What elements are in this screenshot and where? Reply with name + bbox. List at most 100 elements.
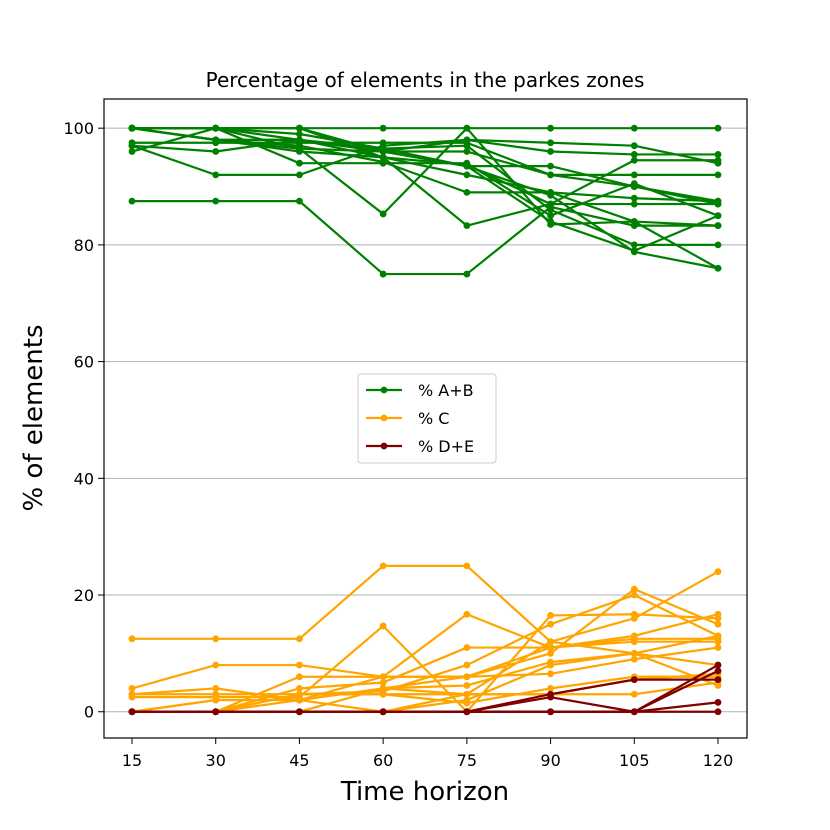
data-point <box>714 241 722 249</box>
data-point <box>630 708 638 716</box>
data-point <box>630 610 638 618</box>
data-point <box>547 162 554 170</box>
data-point <box>296 145 303 153</box>
data-point <box>463 188 471 196</box>
data-point <box>463 699 471 707</box>
data-point <box>296 635 303 643</box>
y-tick-label: 0 <box>84 703 94 722</box>
data-point <box>463 142 471 150</box>
data-point <box>547 200 554 208</box>
data-point <box>547 708 554 716</box>
data-point <box>296 661 303 669</box>
data-point <box>630 690 638 698</box>
series-34 <box>128 667 722 716</box>
data-point <box>547 148 554 155</box>
legend-label: % D+E <box>418 437 474 456</box>
series-line <box>131 138 718 176</box>
legend-label: % C <box>418 409 449 428</box>
series-line <box>132 127 718 206</box>
data-point <box>547 649 554 657</box>
data-point <box>463 270 471 278</box>
series-line <box>131 646 719 713</box>
data-point <box>630 194 638 202</box>
data-point <box>547 171 554 179</box>
data-point <box>630 124 638 132</box>
x-tick-label: 105 <box>619 751 650 770</box>
data-point <box>463 708 471 716</box>
data-point <box>714 661 722 669</box>
data-point <box>547 212 554 220</box>
data-point <box>547 612 554 619</box>
data-point <box>128 684 136 692</box>
plot-frame <box>103 98 748 739</box>
legend-entry: % C <box>366 409 449 428</box>
data-point <box>630 200 638 208</box>
data-point <box>128 148 136 155</box>
data-point <box>296 708 303 716</box>
legend-marker-icon <box>380 442 388 450</box>
data-point <box>714 264 722 272</box>
data-point <box>547 191 554 199</box>
data-point <box>714 151 722 158</box>
data-point <box>212 136 220 144</box>
data-point <box>296 690 303 698</box>
y-axis-title: % of elements <box>19 324 49 511</box>
y-tick-label: 60 <box>74 353 94 372</box>
series-line <box>132 200 718 276</box>
data-point <box>714 676 722 684</box>
y-tick-label: 20 <box>74 586 94 605</box>
data-point <box>128 708 136 716</box>
series-line <box>131 613 719 690</box>
data-point <box>128 690 136 698</box>
x-tick-label: 120 <box>703 751 734 770</box>
series-line <box>132 681 719 696</box>
legend-entry: % A+B <box>366 381 474 400</box>
data-point <box>714 620 722 628</box>
data-point <box>630 676 638 684</box>
data-point <box>379 210 387 218</box>
data-point <box>463 171 471 179</box>
data-point <box>630 222 638 230</box>
data-point <box>714 699 722 706</box>
x-tick-label: 15 <box>122 751 142 770</box>
data-point <box>630 241 638 249</box>
data-point <box>296 673 303 681</box>
x-tick-label: 60 <box>373 751 393 770</box>
data-point <box>212 696 220 704</box>
legend-marker-icon <box>380 386 388 394</box>
data-point <box>128 124 136 132</box>
data-point <box>379 679 387 686</box>
data-point <box>463 690 471 698</box>
data-point <box>714 682 722 689</box>
data-point <box>714 212 722 220</box>
data-point <box>630 171 638 179</box>
series-line <box>131 138 718 227</box>
series-line <box>132 564 719 643</box>
data-point <box>547 644 554 651</box>
data-point <box>379 148 387 155</box>
data-point <box>296 130 303 138</box>
data-point <box>630 655 638 663</box>
data-point <box>547 620 554 628</box>
data-point <box>212 171 220 179</box>
x-tick-label: 75 <box>457 751 477 770</box>
data-point <box>296 136 303 144</box>
data-point <box>463 661 471 669</box>
x-axis: 15 30 45 60 75 90 105 120 <box>122 738 733 770</box>
data-point <box>630 635 638 643</box>
chart-title: Percentage of elements in the parkes zon… <box>206 68 645 92</box>
data-point <box>463 682 471 689</box>
data-point <box>128 635 136 643</box>
series-29 <box>128 649 722 716</box>
data-point <box>379 690 387 698</box>
data-point <box>714 124 722 132</box>
data-point <box>463 562 471 570</box>
data-point <box>296 197 303 205</box>
data-point <box>547 693 554 701</box>
data-point <box>714 667 722 675</box>
data-point <box>379 562 387 570</box>
data-point <box>630 151 638 158</box>
legend-box <box>357 373 497 464</box>
series-layer <box>128 124 722 716</box>
data-point <box>128 142 136 150</box>
